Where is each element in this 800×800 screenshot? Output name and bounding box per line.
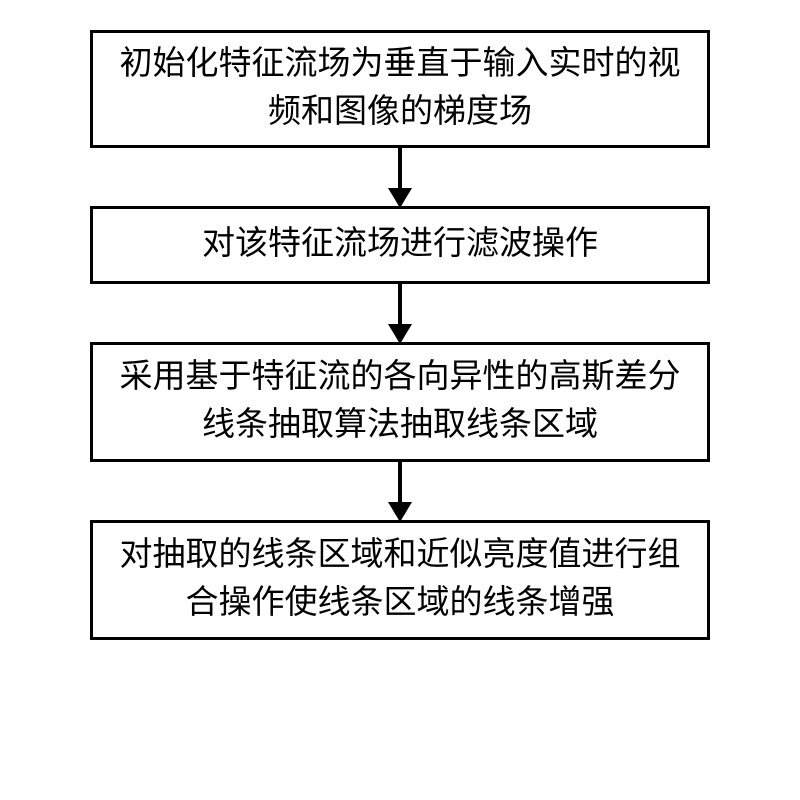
arrow-down-icon xyxy=(388,502,412,522)
arrow-down-icon xyxy=(388,188,412,208)
flowchart-edge-2 xyxy=(80,284,720,342)
arrow-down-icon xyxy=(388,324,412,344)
flowchart-node-3: 采用基于特征流的各向异性的高斯差分线条抽取算法抽取线条区域 xyxy=(90,342,710,462)
flowchart-node-2: 对该特征流场进行滤波操作 xyxy=(90,206,710,284)
flowchart-edge-1 xyxy=(80,148,720,206)
flowchart-edge-3 xyxy=(80,462,720,520)
flowchart-node-1: 初始化特征流场为垂直于输入实时的视频和图像的梯度场 xyxy=(90,30,710,148)
flowchart-container: 初始化特征流场为垂直于输入实时的视频和图像的梯度场 对该特征流场进行滤波操作 采… xyxy=(80,30,720,640)
flowchart-node-4: 对抽取的线条区域和近似亮度值进行组合操作使线条区域的线条增强 xyxy=(90,520,710,640)
